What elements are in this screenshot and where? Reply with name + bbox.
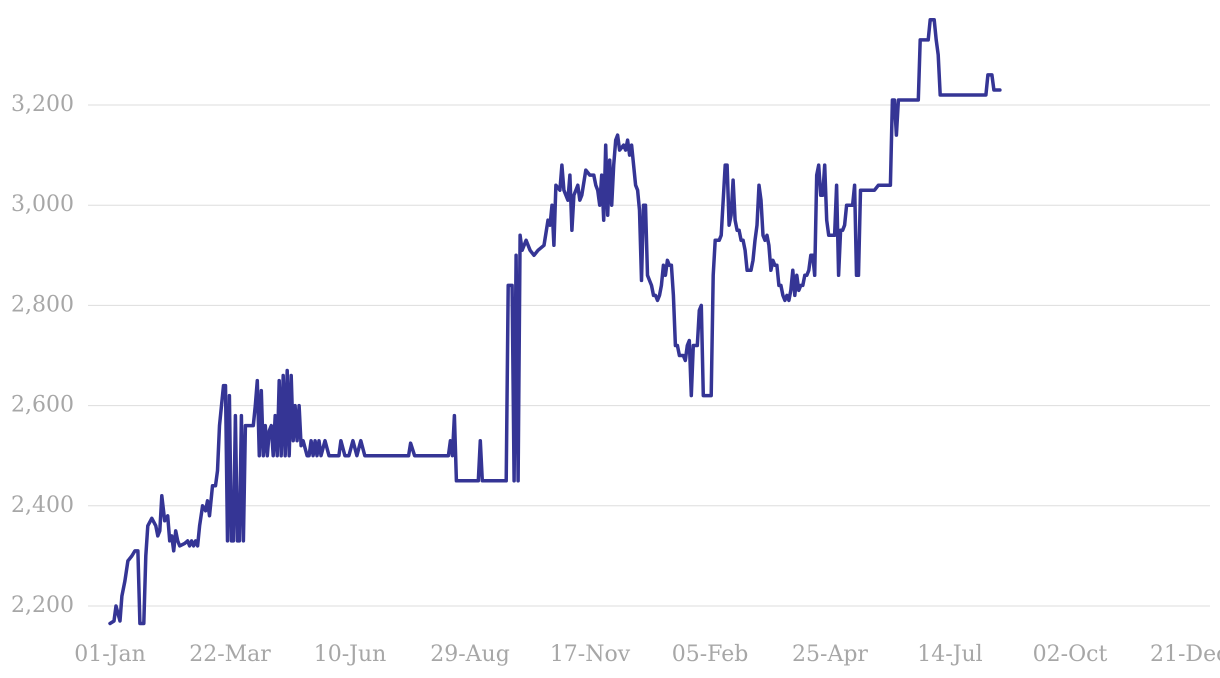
- x-tick-label: 17-Nov: [550, 642, 631, 667]
- y-tick-label: 2,400: [11, 493, 74, 518]
- y-tick-label: 3,000: [11, 192, 74, 217]
- x-tick-label: 25-Apr: [792, 642, 868, 667]
- y-tick-label: 2,600: [11, 393, 74, 418]
- x-tick-label: 02-Oct: [1033, 642, 1108, 667]
- x-tick-label: 14-Jul: [917, 642, 982, 667]
- y-tick-label: 2,200: [11, 593, 74, 618]
- x-axis-ticks: 01-Jan 22-Mar 10-Jun 29-Aug 17-Nov 05-Feb 25-A…: [74, 642, 1220, 667]
- y-tick-label: 2,800: [11, 292, 74, 317]
- x-tick-label: 01-Jan: [74, 642, 146, 667]
- y-axis-ticks: 2,200 2,400 2,600 2,800 3,000 3,200: [11, 92, 74, 618]
- grid-lines: [88, 104, 1210, 607]
- x-tick-label: 22-Mar: [189, 642, 271, 667]
- x-tick-label: 10-Jun: [314, 642, 387, 667]
- x-tick-label: 29-Aug: [430, 642, 510, 667]
- x-tick-label: 05-Feb: [672, 642, 749, 667]
- y-tick-label: 3,200: [11, 92, 74, 117]
- series-line-0: [108, 18, 1002, 626]
- series-layer: [108, 18, 1002, 626]
- x-tick-label: 21-Dec: [1150, 642, 1220, 667]
